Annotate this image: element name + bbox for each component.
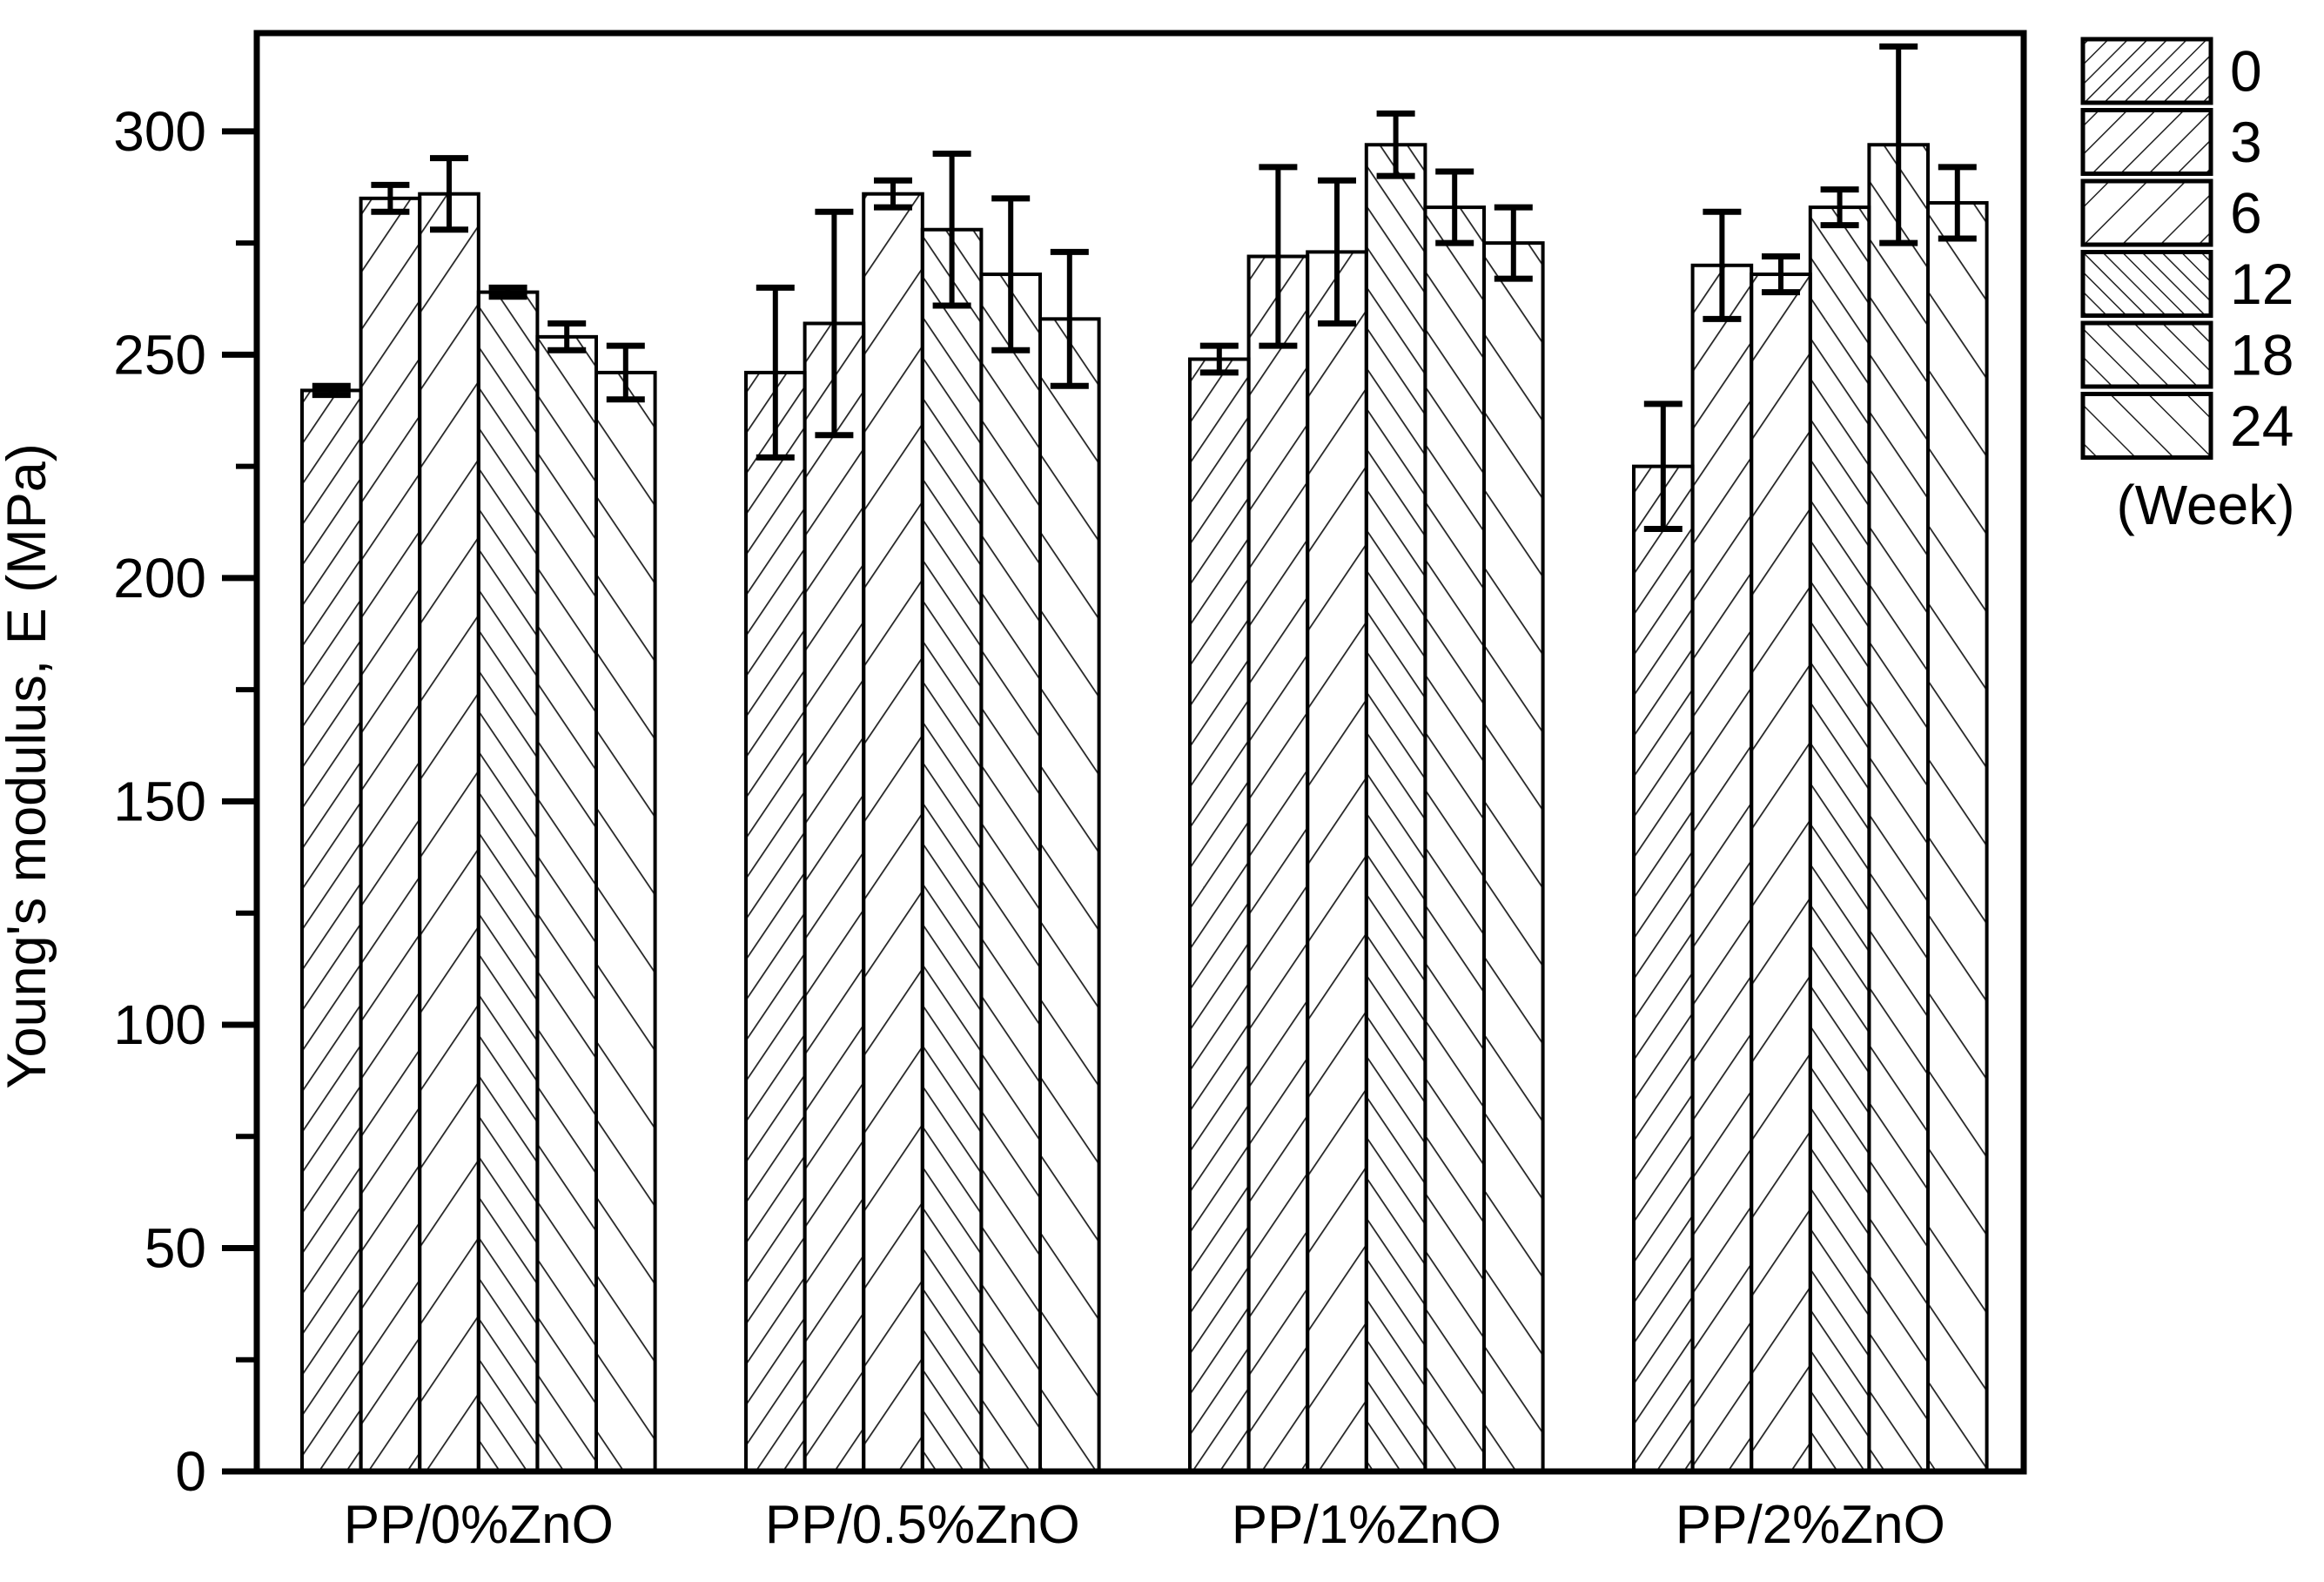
y-axis-title: Young's modulus, E (MPa) <box>0 443 57 1089</box>
y-tick-label: 0 <box>175 1440 206 1503</box>
error-bar-PP/2%ZnO-week12 <box>1820 186 1859 229</box>
legend-swatch-week6 <box>2080 178 2213 247</box>
x-category-label-0: PP/0%ZnO <box>344 1495 614 1555</box>
error-bar-PP/0.5%ZnO-week3 <box>815 208 854 439</box>
bar-PP/0%ZnO-week12 <box>476 290 540 1474</box>
error-bar-PP/0.5%ZnO-week12 <box>932 151 971 309</box>
error-bar-PP/0%ZnO-week0 <box>312 382 351 399</box>
bar-PP/0%ZnO-week0 <box>300 388 363 1473</box>
error-bar-PP/0%ZnO-week18 <box>547 320 587 353</box>
bar-PP/2%ZnO-week6 <box>1750 273 1812 1474</box>
y-tick-label: 250 <box>113 323 206 386</box>
legend-label-week6: 6 <box>2230 181 2262 246</box>
error-bar-PP/0.5%ZnO-week24 <box>1050 248 1089 389</box>
error-bar-PP/0.5%ZnO-week0 <box>756 284 795 461</box>
legend: 03 612 18 24 <box>2080 37 2294 460</box>
legend-unit-label: (Week) <box>2116 474 2294 536</box>
bar-PP/2%ZnO-week12 <box>1808 205 1871 1474</box>
y-tick-label: 200 <box>113 547 206 609</box>
legend-label-week18: 18 <box>2230 323 2294 387</box>
error-bar-PP/1%ZnO-week18 <box>1435 168 1474 246</box>
error-bar-PP/1%ZnO-week3 <box>1259 164 1298 349</box>
error-bar-PP/0%ZnO-week6 <box>430 155 468 233</box>
x-category-label-2: PP/1%ZnO <box>1232 1495 1501 1555</box>
error-bar-PP/0%ZnO-week3 <box>371 181 410 215</box>
bar-PP/2%ZnO-week18 <box>1867 143 1930 1473</box>
bar-PP/1%ZnO-week3 <box>1246 254 1310 1473</box>
error-bar-PP/0.5%ZnO-week18 <box>991 195 1031 353</box>
legend-label-week24: 24 <box>2230 394 2294 458</box>
x-category-label-1: PP/0.5%ZnO <box>765 1495 1080 1555</box>
bar-PP/0%ZnO-week24 <box>594 370 657 1473</box>
error-bar-PP/0.5%ZnO-week6 <box>874 177 912 211</box>
y-tick-label: 300 <box>113 100 206 163</box>
bar-PP/0.5%ZnO-week6 <box>862 192 924 1473</box>
x-category-labels: PP/0%ZnO PP/0.5%ZnO PP/1%ZnO PP/2%ZnO <box>344 1495 1945 1555</box>
legend-swatch-week0 <box>2080 37 2213 105</box>
error-bar-PP/2%ZnO-week24 <box>1938 164 1977 242</box>
bar-PP/2%ZnO-week0 <box>1632 464 1695 1473</box>
bar-PP/1%ZnO-week0 <box>1188 357 1251 1473</box>
legend-swatch-week3 <box>2080 108 2213 176</box>
y-axis: 0 50 100 150 200 250 300 <box>113 100 257 1503</box>
legend-swatch-week18 <box>2080 320 2213 389</box>
bar-PP/1%ZnO-week24 <box>1482 241 1545 1473</box>
x-category-label-3: PP/2%ZnO <box>1676 1495 1945 1555</box>
error-bar-PP/0%ZnO-week24 <box>606 342 645 403</box>
bar-PP/0.5%ZnO-week3 <box>803 321 866 1473</box>
error-bar-PP/1%ZnO-week6 <box>1318 177 1356 326</box>
bar-PP/0.5%ZnO-week18 <box>979 273 1043 1474</box>
bar-PP/0%ZnO-week6 <box>418 192 480 1473</box>
error-bar-PP/1%ZnO-week0 <box>1199 342 1239 376</box>
error-bar-PP/2%ZnO-week18 <box>1879 43 1918 246</box>
legend-label-week3: 3 <box>2230 110 2262 174</box>
bar-PP/0%ZnO-week18 <box>535 334 599 1474</box>
legend-label-week12: 12 <box>2230 252 2294 316</box>
error-bar-PP/2%ZnO-week6 <box>1762 253 1800 296</box>
legend-swatch-week12 <box>2080 250 2213 318</box>
bar-PP/2%ZnO-week3 <box>1690 263 1754 1474</box>
bars <box>300 143 1989 1474</box>
error-bar-PP/1%ZnO-week12 <box>1376 110 1415 179</box>
bar-PP/0.5%ZnO-week24 <box>1038 317 1101 1474</box>
error-bar-PP/1%ZnO-week24 <box>1494 204 1533 282</box>
y-tick-label: 100 <box>113 993 206 1056</box>
plot-frame <box>253 30 2027 1475</box>
bar-PP/1%ZnO-week12 <box>1364 143 1427 1473</box>
bar-PP/0.5%ZnO-week12 <box>920 227 984 1473</box>
legend-swatch-week24 <box>2080 392 2213 460</box>
error-bar-PP/0%ZnO-week12 <box>488 284 527 300</box>
bar-PP/0%ZnO-week3 <box>359 196 422 1474</box>
bar-PP/1%ZnO-week18 <box>1423 205 1487 1474</box>
bar-PP/1%ZnO-week6 <box>1306 250 1368 1473</box>
error-bars <box>312 43 1977 532</box>
y-tick-label: 150 <box>113 770 206 832</box>
legend-label-week0: 0 <box>2230 39 2262 104</box>
bar-PP/0.5%ZnO-week0 <box>744 370 807 1473</box>
error-bar-PP/2%ZnO-week0 <box>1643 401 1683 532</box>
bar-PP/2%ZnO-week24 <box>1926 200 1989 1473</box>
y-tick-label: 50 <box>144 1216 206 1279</box>
error-bar-PP/2%ZnO-week3 <box>1703 208 1742 322</box>
